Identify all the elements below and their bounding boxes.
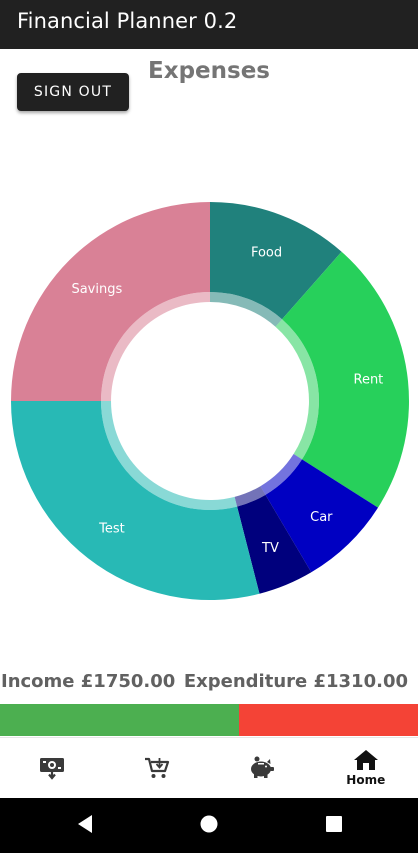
shopping-cart-icon <box>144 757 169 778</box>
bottom-navigation: Home <box>0 737 418 798</box>
nav-item-income[interactable] <box>0 738 105 798</box>
home-circle-icon[interactable] <box>200 815 218 833</box>
pie-label-food: Food <box>251 245 282 260</box>
app-title: Financial Planner 0.2 <box>17 9 238 33</box>
system-navigation-bar <box>0 798 418 853</box>
page-title: Expenses <box>148 58 270 84</box>
nav-item-savings[interactable] <box>209 738 314 798</box>
app-bar: Financial Planner 0.2 <box>0 0 418 49</box>
income-expenditure-bar <box>0 704 418 736</box>
pie-slice-halo-food <box>210 292 283 327</box>
pie-slice-savings[interactable] <box>11 202 210 401</box>
pie-slice-rent[interactable] <box>282 251 409 508</box>
pie-label-savings: Savings <box>71 282 122 297</box>
pie-slice-halo-car <box>260 454 303 495</box>
nav-item-shopping[interactable] <box>105 738 210 798</box>
pie-slice-test[interactable] <box>11 401 260 600</box>
pie-label-car: Car <box>310 510 333 525</box>
pie-slice-halo-savings <box>101 292 210 401</box>
pie-slice-halo-tv <box>234 486 266 507</box>
expenditure-bar <box>239 704 418 736</box>
piggy-bank-icon <box>251 756 275 778</box>
pie-slice-halo-test <box>100 401 238 510</box>
pie-slice-halo-rent <box>275 319 319 460</box>
income-label: Income £1750.00 <box>1 671 176 692</box>
home-icon <box>353 750 378 770</box>
recents-icon[interactable] <box>326 816 342 832</box>
income-bar <box>0 704 240 736</box>
nav-item-home[interactable]: Home <box>314 738 418 798</box>
sign-out-button[interactable]: SIGN OUT <box>17 73 129 111</box>
expenses-pie-chart: Food Rent Car TV Test Savings <box>11 202 409 600</box>
system-nav-icons <box>78 815 342 833</box>
pie-label-tv: TV <box>261 541 279 556</box>
expenditure-label: Expenditure £1310.00 <box>183 671 408 692</box>
pie-label-rent: Rent <box>354 372 384 387</box>
pie-slice-car[interactable] <box>265 459 379 573</box>
pie-slice-tv[interactable] <box>237 494 312 594</box>
pie-label-test: Test <box>98 521 125 536</box>
nav-label-home: Home <box>346 773 386 787</box>
back-icon[interactable] <box>78 815 92 833</box>
money-transfer-icon <box>40 758 65 780</box>
pie-slice-food[interactable] <box>210 202 342 320</box>
